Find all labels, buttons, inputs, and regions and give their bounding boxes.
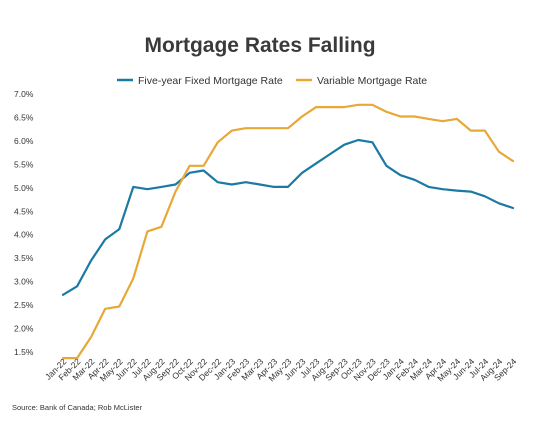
series-layer <box>61 103 515 360</box>
y-tick-label: 2.5% <box>14 300 34 310</box>
chart-source: Source: Bank of Canada; Rob McLister <box>12 403 143 412</box>
y-tick-label: 4.5% <box>14 206 34 216</box>
y-tick-label: 2.0% <box>14 324 34 334</box>
series-line-variable <box>61 103 515 360</box>
legend-label-fixed: Five-year Fixed Mortgage Rate <box>138 75 283 87</box>
y-tick-label: 4.0% <box>14 230 34 240</box>
chart-title: Mortgage Rates Falling <box>144 34 375 57</box>
y-tick-label: 7.0% <box>14 89 34 99</box>
y-tick-label: 6.0% <box>14 136 34 146</box>
y-tick-label: 3.5% <box>14 253 34 263</box>
y-tick-label: 1.5% <box>14 347 34 357</box>
legend-label-variable: Variable Mortgage Rate <box>317 75 427 87</box>
y-tick-label: 6.5% <box>14 113 34 123</box>
legend: Five-year Fixed Mortgage Rate Variable M… <box>117 75 427 87</box>
y-tick-label: 5.5% <box>14 159 34 169</box>
y-tick-label: 5.0% <box>14 183 34 193</box>
y-axis: 1.5% 2.0% 2.5% 3.0% 3.5% 4.0% 4.5% 5.0% 5.5% 6.0%… <box>14 89 34 357</box>
x-axis: Jan-22Feb-22Mar-22Apr-22May-22Jun-22Jul-… <box>43 356 519 383</box>
y-tick-label: 3.0% <box>14 277 34 287</box>
series-line-fixed <box>61 138 515 296</box>
